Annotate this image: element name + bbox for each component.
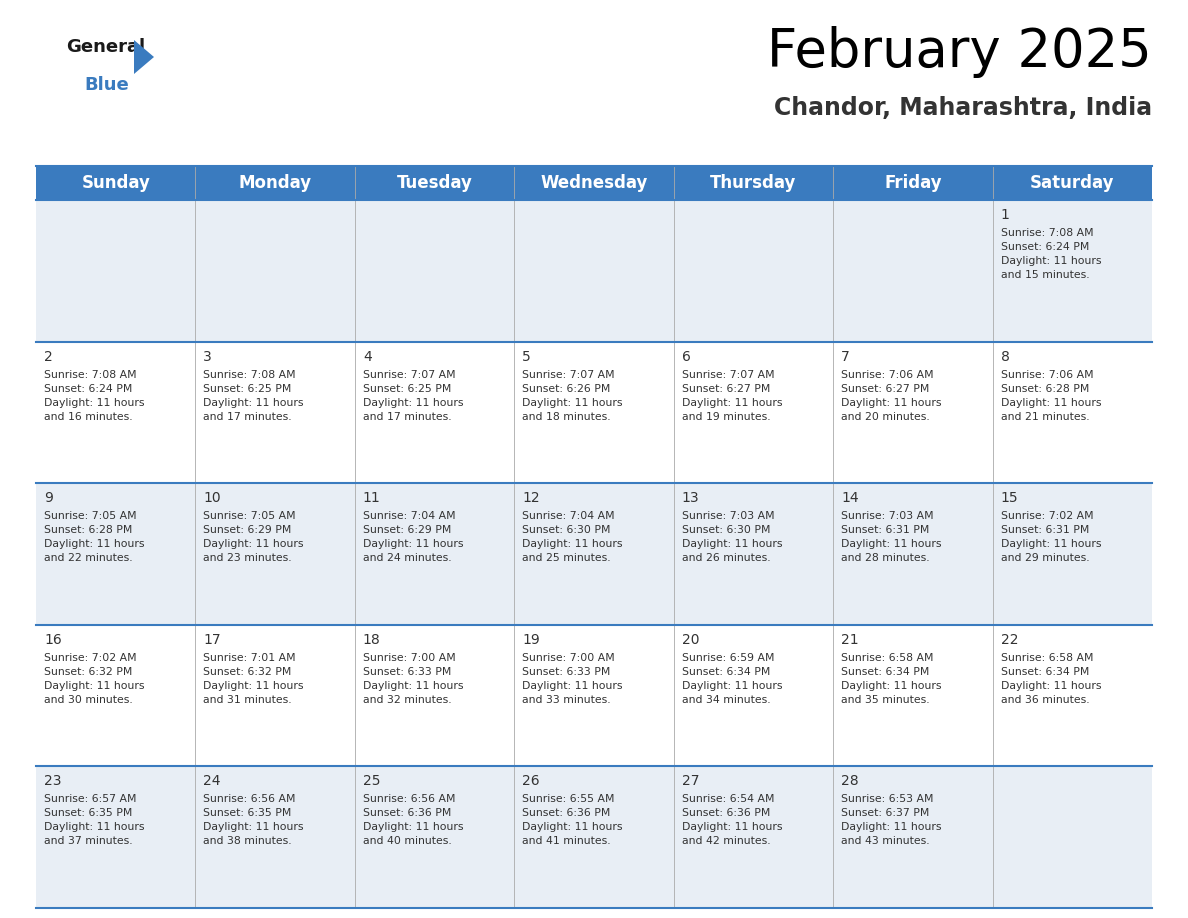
Text: Sunrise: 7:02 AM
Sunset: 6:31 PM
Daylight: 11 hours
and 29 minutes.: Sunrise: 7:02 AM Sunset: 6:31 PM Dayligh… — [1000, 511, 1101, 564]
Text: General: General — [67, 38, 145, 56]
Text: 26: 26 — [523, 775, 539, 789]
Text: Sunrise: 7:04 AM
Sunset: 6:30 PM
Daylight: 11 hours
and 25 minutes.: Sunrise: 7:04 AM Sunset: 6:30 PM Dayligh… — [523, 511, 623, 564]
Text: 18: 18 — [362, 633, 380, 647]
Text: Sunrise: 7:08 AM
Sunset: 6:25 PM
Daylight: 11 hours
and 17 minutes.: Sunrise: 7:08 AM Sunset: 6:25 PM Dayligh… — [203, 370, 304, 421]
Text: Sunrise: 7:01 AM
Sunset: 6:32 PM
Daylight: 11 hours
and 31 minutes.: Sunrise: 7:01 AM Sunset: 6:32 PM Dayligh… — [203, 653, 304, 705]
Text: 15: 15 — [1000, 491, 1018, 505]
Text: Friday: Friday — [884, 174, 942, 192]
Text: Sunrise: 7:05 AM
Sunset: 6:28 PM
Daylight: 11 hours
and 22 minutes.: Sunrise: 7:05 AM Sunset: 6:28 PM Dayligh… — [44, 511, 145, 564]
Text: 14: 14 — [841, 491, 859, 505]
Text: Sunrise: 7:06 AM
Sunset: 6:28 PM
Daylight: 11 hours
and 21 minutes.: Sunrise: 7:06 AM Sunset: 6:28 PM Dayligh… — [1000, 370, 1101, 421]
Text: 16: 16 — [44, 633, 62, 647]
Text: 25: 25 — [362, 775, 380, 789]
Bar — [36, 625, 1152, 767]
Text: Thursday: Thursday — [710, 174, 797, 192]
Text: Sunrise: 7:02 AM
Sunset: 6:32 PM
Daylight: 11 hours
and 30 minutes.: Sunrise: 7:02 AM Sunset: 6:32 PM Dayligh… — [44, 653, 145, 705]
Text: Sunrise: 6:54 AM
Sunset: 6:36 PM
Daylight: 11 hours
and 42 minutes.: Sunrise: 6:54 AM Sunset: 6:36 PM Dayligh… — [682, 794, 782, 846]
Text: 24: 24 — [203, 775, 221, 789]
Text: Sunrise: 6:59 AM
Sunset: 6:34 PM
Daylight: 11 hours
and 34 minutes.: Sunrise: 6:59 AM Sunset: 6:34 PM Dayligh… — [682, 653, 782, 705]
Text: 28: 28 — [841, 775, 859, 789]
Text: Sunrise: 7:08 AM
Sunset: 6:24 PM
Daylight: 11 hours
and 16 minutes.: Sunrise: 7:08 AM Sunset: 6:24 PM Dayligh… — [44, 370, 145, 421]
Text: Sunrise: 7:07 AM
Sunset: 6:25 PM
Daylight: 11 hours
and 17 minutes.: Sunrise: 7:07 AM Sunset: 6:25 PM Dayligh… — [362, 370, 463, 421]
Text: 21: 21 — [841, 633, 859, 647]
Text: Sunrise: 7:06 AM
Sunset: 6:27 PM
Daylight: 11 hours
and 20 minutes.: Sunrise: 7:06 AM Sunset: 6:27 PM Dayligh… — [841, 370, 942, 421]
Text: Sunrise: 7:07 AM
Sunset: 6:26 PM
Daylight: 11 hours
and 18 minutes.: Sunrise: 7:07 AM Sunset: 6:26 PM Dayligh… — [523, 370, 623, 421]
Text: Blue: Blue — [84, 76, 128, 94]
Text: Sunrise: 7:08 AM
Sunset: 6:24 PM
Daylight: 11 hours
and 15 minutes.: Sunrise: 7:08 AM Sunset: 6:24 PM Dayligh… — [1000, 228, 1101, 280]
Text: Sunrise: 7:00 AM
Sunset: 6:33 PM
Daylight: 11 hours
and 33 minutes.: Sunrise: 7:00 AM Sunset: 6:33 PM Dayligh… — [523, 653, 623, 705]
Text: Sunrise: 6:56 AM
Sunset: 6:35 PM
Daylight: 11 hours
and 38 minutes.: Sunrise: 6:56 AM Sunset: 6:35 PM Dayligh… — [203, 794, 304, 846]
Text: 10: 10 — [203, 491, 221, 505]
Text: Sunrise: 7:04 AM
Sunset: 6:29 PM
Daylight: 11 hours
and 24 minutes.: Sunrise: 7:04 AM Sunset: 6:29 PM Dayligh… — [362, 511, 463, 564]
Text: 22: 22 — [1000, 633, 1018, 647]
Text: Sunrise: 7:00 AM
Sunset: 6:33 PM
Daylight: 11 hours
and 32 minutes.: Sunrise: 7:00 AM Sunset: 6:33 PM Dayligh… — [362, 653, 463, 705]
Bar — [36, 341, 1152, 483]
Text: 11: 11 — [362, 491, 380, 505]
Text: 12: 12 — [523, 491, 539, 505]
Bar — [36, 483, 1152, 625]
Text: 6: 6 — [682, 350, 690, 364]
Bar — [36, 200, 1152, 341]
Bar — [36, 166, 1152, 200]
Text: Sunrise: 6:58 AM
Sunset: 6:34 PM
Daylight: 11 hours
and 36 minutes.: Sunrise: 6:58 AM Sunset: 6:34 PM Dayligh… — [1000, 653, 1101, 705]
Bar — [36, 767, 1152, 908]
Text: 5: 5 — [523, 350, 531, 364]
Text: Sunrise: 7:05 AM
Sunset: 6:29 PM
Daylight: 11 hours
and 23 minutes.: Sunrise: 7:05 AM Sunset: 6:29 PM Dayligh… — [203, 511, 304, 564]
Text: Sunrise: 6:56 AM
Sunset: 6:36 PM
Daylight: 11 hours
and 40 minutes.: Sunrise: 6:56 AM Sunset: 6:36 PM Dayligh… — [362, 794, 463, 846]
Text: Sunrise: 7:07 AM
Sunset: 6:27 PM
Daylight: 11 hours
and 19 minutes.: Sunrise: 7:07 AM Sunset: 6:27 PM Dayligh… — [682, 370, 782, 421]
Text: Sunday: Sunday — [81, 174, 150, 192]
Text: Saturday: Saturday — [1030, 174, 1114, 192]
Text: 9: 9 — [44, 491, 53, 505]
Text: February 2025: February 2025 — [767, 26, 1152, 78]
Text: Sunrise: 6:57 AM
Sunset: 6:35 PM
Daylight: 11 hours
and 37 minutes.: Sunrise: 6:57 AM Sunset: 6:35 PM Dayligh… — [44, 794, 145, 846]
Text: 8: 8 — [1000, 350, 1010, 364]
Text: Wednesday: Wednesday — [541, 174, 647, 192]
Text: Sunrise: 7:03 AM
Sunset: 6:30 PM
Daylight: 11 hours
and 26 minutes.: Sunrise: 7:03 AM Sunset: 6:30 PM Dayligh… — [682, 511, 782, 564]
Text: 1: 1 — [1000, 208, 1010, 222]
Text: Tuesday: Tuesday — [397, 174, 473, 192]
Text: 23: 23 — [44, 775, 62, 789]
Text: Chandor, Maharashtra, India: Chandor, Maharashtra, India — [773, 96, 1152, 120]
Text: 3: 3 — [203, 350, 213, 364]
Text: Sunrise: 6:55 AM
Sunset: 6:36 PM
Daylight: 11 hours
and 41 minutes.: Sunrise: 6:55 AM Sunset: 6:36 PM Dayligh… — [523, 794, 623, 846]
Text: 13: 13 — [682, 491, 700, 505]
Text: 17: 17 — [203, 633, 221, 647]
Text: Sunrise: 7:03 AM
Sunset: 6:31 PM
Daylight: 11 hours
and 28 minutes.: Sunrise: 7:03 AM Sunset: 6:31 PM Dayligh… — [841, 511, 942, 564]
Text: 7: 7 — [841, 350, 849, 364]
Text: Monday: Monday — [239, 174, 311, 192]
Text: 2: 2 — [44, 350, 52, 364]
Text: Sunrise: 6:53 AM
Sunset: 6:37 PM
Daylight: 11 hours
and 43 minutes.: Sunrise: 6:53 AM Sunset: 6:37 PM Dayligh… — [841, 794, 942, 846]
Text: 20: 20 — [682, 633, 700, 647]
Text: Sunrise: 6:58 AM
Sunset: 6:34 PM
Daylight: 11 hours
and 35 minutes.: Sunrise: 6:58 AM Sunset: 6:34 PM Dayligh… — [841, 653, 942, 705]
Text: 27: 27 — [682, 775, 700, 789]
Text: 4: 4 — [362, 350, 372, 364]
Polygon shape — [134, 40, 154, 74]
Text: 19: 19 — [523, 633, 541, 647]
